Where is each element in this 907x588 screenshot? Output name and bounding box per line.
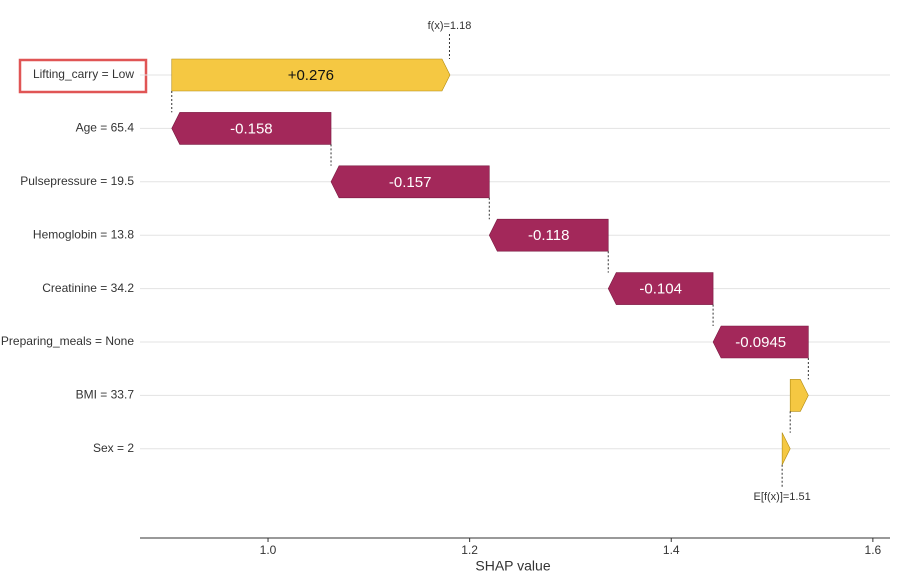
value-label: -0.118 — [528, 227, 569, 244]
value-label: -0.158 — [230, 120, 273, 137]
x-axis-label: SHAP value — [475, 558, 550, 574]
y-tick-label: Hemoglobin = 13.8 — [33, 227, 134, 241]
value-label: -0.157 — [389, 174, 432, 191]
y-tick-label: Lifting_carry = Low — [33, 67, 134, 81]
y-tick-label: BMI = 33.7 — [76, 388, 135, 402]
value-label: -0.104 — [639, 281, 682, 298]
bar — [789, 379, 809, 412]
fx-label: f(x)=1.18 — [428, 20, 472, 32]
bar — [171, 58, 451, 92]
x-tick-label: 1.0 — [260, 543, 277, 557]
bar — [607, 272, 714, 305]
y-tick-label: Creatinine = 34.2 — [42, 281, 134, 295]
bar — [171, 112, 332, 145]
y-tick-label: Sex = 2 — [93, 441, 134, 455]
x-tick-label: 1.4 — [663, 543, 680, 557]
y-tick-label: Pulsepressure = 19.5 — [20, 174, 134, 188]
bar — [712, 325, 809, 359]
base-label: E[f(x)]=1.51 — [754, 491, 811, 503]
y-tick-label: Age = 65.4 — [76, 121, 135, 135]
x-tick-label: 1.2 — [461, 543, 478, 557]
bar — [781, 432, 791, 466]
y-tick-label: Preparing_meals = None — [1, 334, 134, 348]
value-label: +0.276 — [288, 67, 334, 84]
value-label: -0.0945 — [735, 334, 786, 351]
bar — [330, 165, 490, 199]
highlight-box — [18, 58, 148, 94]
x-tick-label: 1.6 — [865, 543, 882, 557]
bar — [488, 218, 609, 252]
